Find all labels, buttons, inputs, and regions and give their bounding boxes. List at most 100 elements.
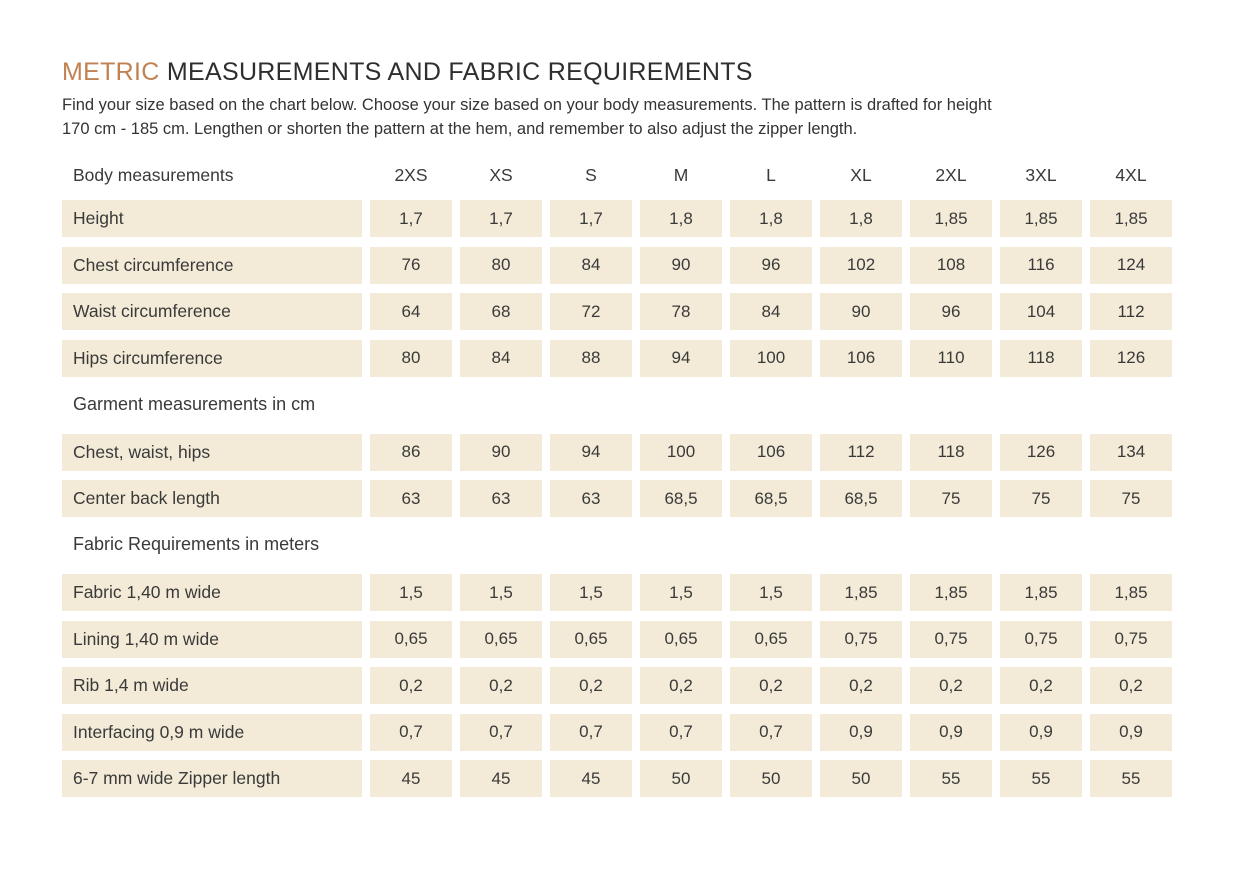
value-cell: 116 [1000,246,1082,284]
header-size-XL: XL [850,164,872,185]
value-cell: 45 [370,760,452,797]
value-cell: 124 [1090,246,1172,284]
value-cell: 0,65 [460,620,542,658]
value-cell: 1,85 [910,200,992,237]
intro-text: Find your size based on the chart below.… [62,94,1184,141]
value-cell: 0,9 [910,713,992,751]
value-cell: 68,5 [640,480,722,517]
value-cell: 90 [460,433,542,471]
page-title: METRIC MEASUREMENTS AND FABRIC REQUIREME… [62,58,1184,86]
value-cell: 84 [550,246,632,284]
value-cell: 100 [640,433,722,471]
value-cell: 1,7 [550,200,632,237]
table-row: Chest circumference 76 80 84 90 96 102 108 116 12… [62,246,1184,284]
value-cell: 63 [370,480,452,517]
value-cell: 0,9 [1090,713,1172,751]
value-cell: 1,85 [820,574,902,611]
value-cell: 63 [550,480,632,517]
value-cell: 118 [1000,339,1082,377]
value-cell: 1,7 [460,200,542,237]
table-row: Waist circumference 64 68 72 78 84 90 96 104 112 [62,293,1184,330]
table-row: Interfacing 0,9 m wide 0,7 0,7 0,7 0,7 0,7 0,9… [62,713,1184,751]
value-cell: 0,2 [640,667,722,704]
value-cell: 78 [640,293,722,330]
value-cell: 1,85 [1000,200,1082,237]
row-label: Hips circumference [62,339,362,377]
row-label: Chest, waist, hips [62,433,362,471]
value-cell: 68,5 [730,480,812,517]
value-cell: 102 [820,246,902,284]
value-cell: 112 [1090,293,1172,330]
value-cell: 0,2 [1000,667,1082,704]
value-cell: 0,65 [730,620,812,658]
row-label: Waist circumference [62,293,362,330]
value-cell: 68 [460,293,542,330]
table-row: Center back length 63 63 63 68,5 68,5 68,5 75 75… [62,480,1184,517]
value-cell: 96 [730,246,812,284]
title-rest: MEASUREMENTS AND FABRIC REQUIREMENTS [166,58,753,86]
value-cell: 1,8 [730,200,812,237]
value-cell: 0,7 [370,713,452,751]
value-cell: 80 [460,246,542,284]
table-header-row: Body measurements 2XS XS S M L XL 2XL 3XL 4XL [62,163,1184,187]
row-label: Lining 1,40 m wide [62,620,362,658]
value-cell: 55 [910,760,992,797]
value-cell: 84 [730,293,812,330]
value-cell: 1,85 [910,574,992,611]
value-cell: 0,75 [1000,620,1082,658]
value-cell: 118 [910,433,992,471]
row-label: 6-7 mm wide Zipper length [62,760,362,797]
value-cell: 55 [1000,760,1082,797]
value-cell: 55 [1090,760,1172,797]
value-cell: 1,5 [640,574,722,611]
value-cell: 50 [820,760,902,797]
value-cell: 1,8 [640,200,722,237]
header-size-2XS: 2XS [394,164,428,185]
value-cell: 0,75 [820,620,902,658]
header-body-measurements: Body measurements [73,164,234,185]
value-cell: 75 [910,480,992,517]
value-cell: 64 [370,293,452,330]
value-cell: 75 [1090,480,1172,517]
value-cell: 0,9 [1000,713,1082,751]
value-cell: 50 [640,760,722,797]
value-cell: 0,65 [370,620,452,658]
value-cell: 0,7 [550,713,632,751]
value-cell: 63 [460,480,542,517]
value-cell: 106 [730,433,812,471]
value-cell: 86 [370,433,452,471]
value-cell: 50 [730,760,812,797]
document-page: METRIC MEASUREMENTS AND FABRIC REQUIREME… [62,58,1184,797]
value-cell: 90 [640,246,722,284]
value-cell: 1,5 [460,574,542,611]
table-row: Lining 1,40 m wide 0,65 0,65 0,65 0,65 0,65 0,… [62,620,1184,658]
intro-line-1: Find your size based on the chart below.… [62,96,992,114]
title-accent: METRIC [62,58,160,86]
value-cell: 75 [1000,480,1082,517]
value-cell: 134 [1090,433,1172,471]
value-cell: 68,5 [820,480,902,517]
value-cell: 1,7 [370,200,452,237]
value-cell: 84 [460,339,542,377]
value-cell: 0,2 [550,667,632,704]
value-cell: 0,65 [640,620,722,658]
table-row: Fabric 1,40 m wide 1,5 1,5 1,5 1,5 1,5 1,85 1,8… [62,574,1184,611]
value-cell: 45 [460,760,542,797]
header-size-XS: XS [489,164,513,185]
header-size-4XL: 4XL [1115,164,1147,185]
value-cell: 0,2 [730,667,812,704]
size-table-body: Height 1,7 1,7 1,7 1,8 1,8 1,8 1,85 1,85 1,85 Ches… [62,200,1184,797]
header-size-S: S [585,164,597,185]
value-cell: 1,85 [1090,574,1172,611]
table-row: Chest, waist, hips 86 90 94 100 106 112 118 126 1… [62,433,1184,471]
value-cell: 76 [370,246,452,284]
value-cell: 1,5 [370,574,452,611]
row-label: Fabric 1,40 m wide [62,574,362,611]
value-cell: 1,5 [550,574,632,611]
value-cell: 90 [820,293,902,330]
table-row: Height 1,7 1,7 1,7 1,8 1,8 1,8 1,85 1,85 1,85 [62,200,1184,237]
value-cell: 45 [550,760,632,797]
value-cell: 126 [1090,339,1172,377]
row-label: Chest circumference [62,246,362,284]
value-cell: 88 [550,339,632,377]
